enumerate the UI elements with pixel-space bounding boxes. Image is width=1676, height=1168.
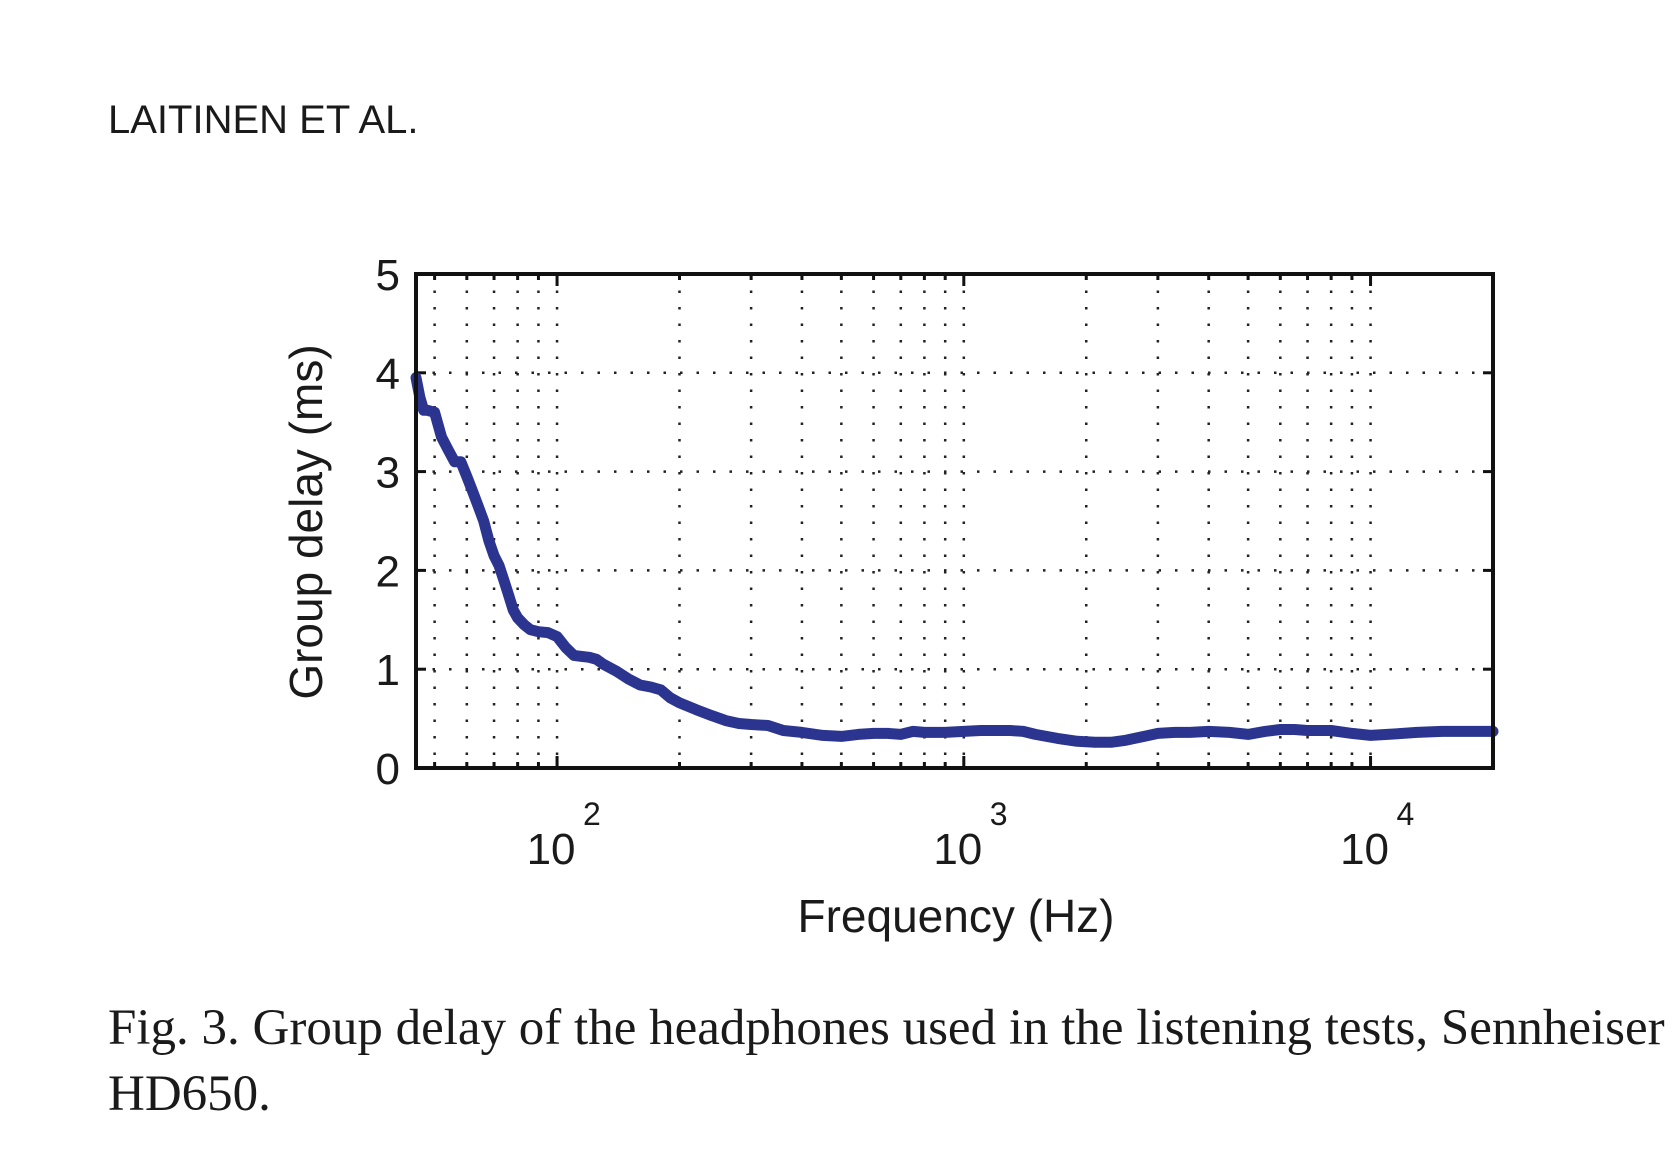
x-tick-label-base: 10 bbox=[933, 825, 982, 874]
x-tick-label-base: 10 bbox=[527, 825, 576, 874]
y-tick-label: 4 bbox=[376, 350, 400, 399]
x-axis-label: Frequency (Hz) bbox=[798, 890, 1115, 942]
y-tick-label: 5 bbox=[376, 251, 400, 300]
x-tick-label-base: 10 bbox=[1340, 825, 1389, 874]
grid-lines bbox=[416, 274, 1493, 768]
y-tick-label: 2 bbox=[376, 547, 400, 596]
x-tick-label-exponent: 4 bbox=[1397, 796, 1415, 832]
x-tick-label-exponent: 2 bbox=[583, 796, 601, 832]
group-delay-line bbox=[410, 372, 1499, 748]
y-axis-label: Group delay (ms) bbox=[280, 344, 332, 699]
y-tick-label: 1 bbox=[376, 646, 400, 695]
series-layer bbox=[410, 372, 1499, 748]
plot-frame bbox=[414, 272, 1495, 770]
x-tick-label-exponent: 3 bbox=[990, 796, 1008, 832]
y-tick-label: 3 bbox=[376, 449, 400, 498]
running-header: LAITINEN ET AL. bbox=[108, 98, 419, 142]
figure-caption: Fig. 3. Group delay of the headphones us… bbox=[108, 1000, 1665, 1122]
axis-ticks bbox=[416, 272, 1493, 770]
y-tick-labels: 0 1 2 3 4 5 bbox=[376, 251, 400, 794]
y-tick-label: 0 bbox=[376, 745, 400, 794]
